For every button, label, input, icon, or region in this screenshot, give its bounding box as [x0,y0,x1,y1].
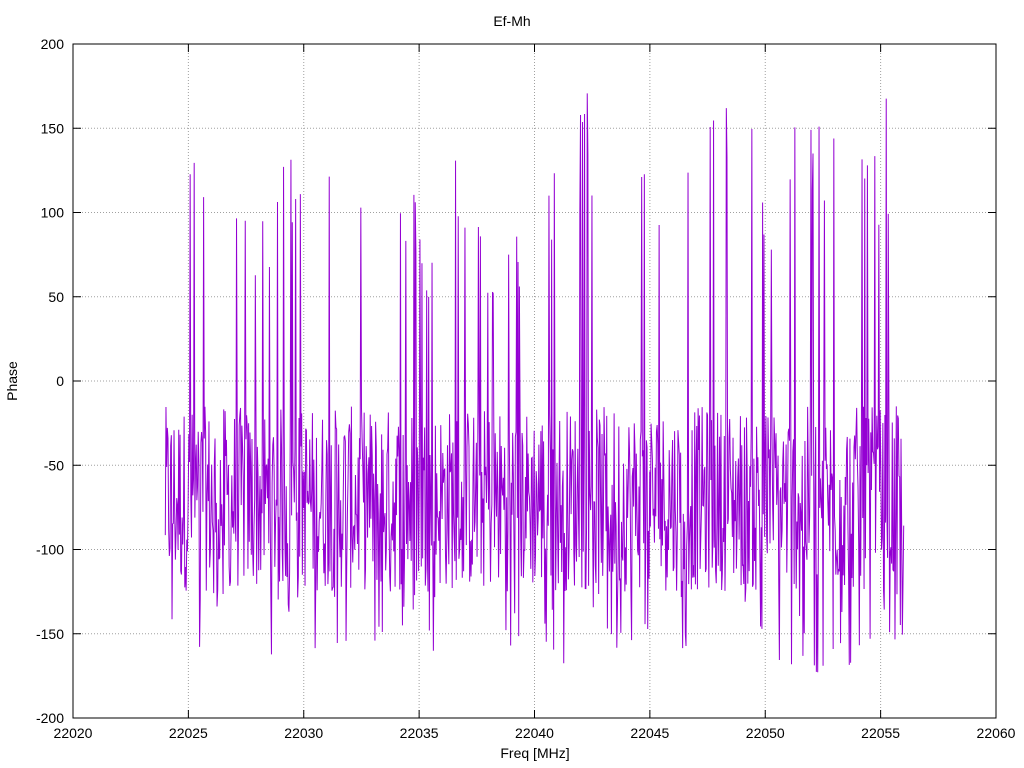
series-line [164,93,905,673]
y-tick-label: -50 [44,457,64,473]
x-tick-label: 22040 [515,725,554,741]
x-tick-label: 22060 [977,725,1016,741]
x-tick-label: 22020 [54,725,93,741]
y-tick-label: 50 [48,289,64,305]
chart-title: Ef-Mh [493,13,531,29]
series-group [164,93,905,673]
x-tick-label: 22055 [861,725,900,741]
y-tick-label: -200 [36,710,64,726]
x-tick-label: 22045 [630,725,669,741]
y-tick-label: -150 [36,626,64,642]
x-tick-label: 22025 [169,725,208,741]
x-tick-label: 22030 [284,725,323,741]
y-tick-label: -100 [36,542,64,558]
axes-group [72,43,997,719]
y-tick-label: 0 [56,373,64,389]
x-axis-label: Freq [MHz] [500,745,570,761]
x-tick-label: 22035 [400,725,439,741]
tick-labels: 22020 22025 22030 22035 22040 22045 22050 22055… [36,36,1016,741]
y-tick-label: 200 [41,36,65,52]
y-tick-label: 150 [41,120,65,136]
y-tick-label: 100 [41,205,65,221]
grid-lines [73,44,996,718]
x-tick-label: 22050 [746,725,785,741]
